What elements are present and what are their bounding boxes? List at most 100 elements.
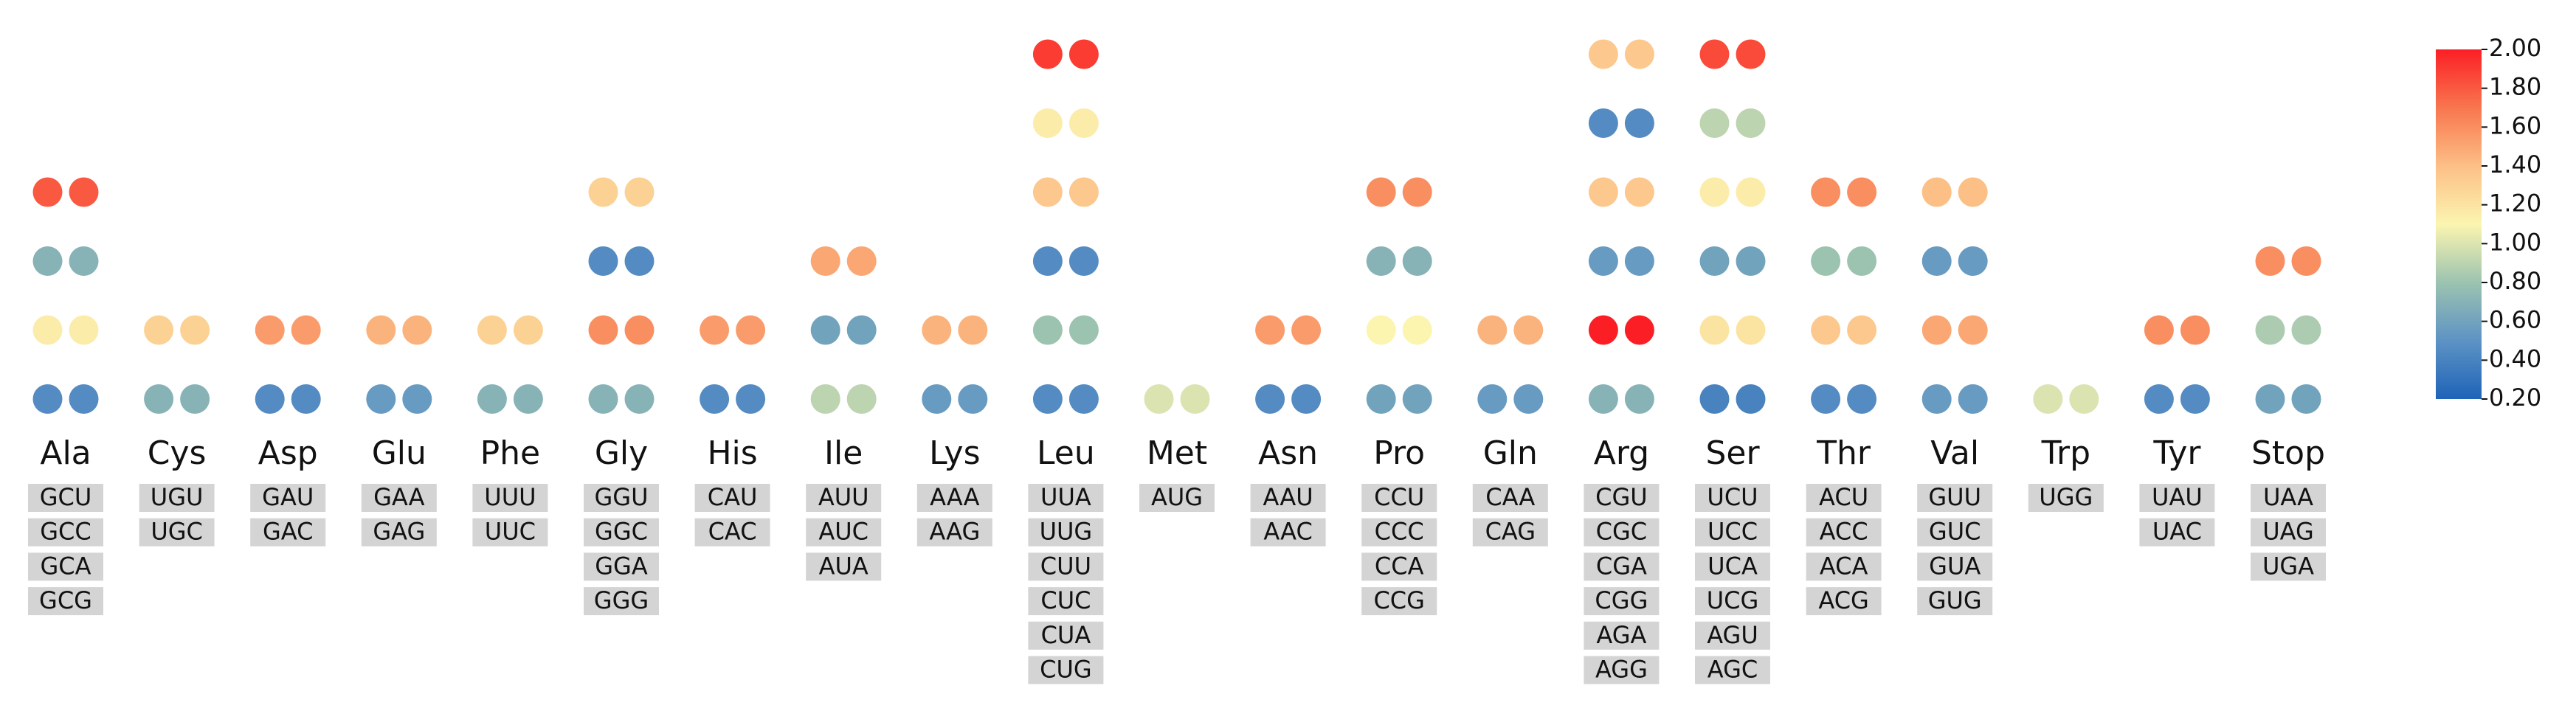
codon-box — [1806, 518, 1882, 547]
rscu-dot — [2033, 384, 2063, 414]
codon-label: GAU — [262, 483, 314, 511]
codon-box — [916, 518, 992, 547]
rscu-dot — [958, 384, 988, 414]
rscu-dot — [1847, 177, 1877, 207]
codon-label: AAA — [930, 483, 980, 511]
codon-label: AGA — [1596, 621, 1646, 649]
amino-acid-label: Ala — [40, 434, 91, 472]
rscu-dot — [1588, 108, 1618, 138]
amino-acid-label: Ile — [824, 434, 863, 472]
rscu-dot — [180, 384, 210, 414]
codon-label: CCG — [1373, 586, 1424, 614]
rscu-dot — [1921, 384, 1952, 414]
codon-box — [1806, 484, 1882, 512]
rscu-dot — [1736, 315, 1766, 345]
colorbar — [2436, 49, 2482, 399]
codon-box — [2251, 518, 2326, 547]
rscu-dot — [1255, 315, 1285, 345]
rscu-dot — [922, 384, 952, 414]
rscu-dot — [1699, 39, 1730, 69]
amino-acid-label: Trp — [2041, 434, 2090, 472]
codon-box — [472, 518, 548, 547]
codon-box — [1584, 621, 1660, 650]
codon-label: AAU — [1263, 483, 1313, 511]
codon-label: UGG — [2039, 483, 2093, 511]
codon-box — [1695, 656, 1770, 684]
codon-label: CCC — [1375, 518, 1424, 546]
rscu-dot — [2144, 384, 2174, 414]
rscu-dot — [69, 246, 99, 276]
rscu-dot — [1699, 315, 1730, 345]
rscu-dot — [1736, 39, 1766, 69]
amino-acid-label: Stop — [2251, 434, 2325, 472]
codon-box — [1917, 552, 1993, 581]
rscu-dot — [624, 177, 655, 207]
amino-acid-label: Gln — [1483, 434, 1538, 472]
amino-acid-label: Ser — [1705, 434, 1760, 472]
rscu-dot — [255, 384, 285, 414]
codon-box — [1695, 484, 1770, 512]
codon-box — [1695, 518, 1770, 547]
colorbar-tick-label: 1.40 — [2489, 150, 2541, 178]
rscu-dot — [1624, 246, 1654, 276]
codon-label: GUC — [1929, 518, 1981, 546]
rscu-dot — [1624, 39, 1654, 69]
codon-label: UCC — [1707, 518, 1758, 546]
rscu-dot — [402, 384, 432, 414]
amino-acid-label: Phe — [480, 434, 541, 472]
codon-label: GUA — [1929, 552, 1981, 580]
rscu-dot — [1847, 315, 1877, 345]
amino-acid-label: Asp — [258, 434, 318, 472]
codon-box — [1584, 656, 1660, 684]
rscu-dot — [810, 315, 840, 345]
codon-box — [1472, 484, 1548, 512]
rscu-dot — [2291, 246, 2321, 276]
codon-label: UGU — [151, 483, 204, 511]
codon-box — [2028, 484, 2104, 512]
codon-label: UUU — [484, 483, 536, 511]
codon-box — [806, 484, 882, 512]
amino-acid-label: Asn — [1258, 434, 1318, 472]
rscu-dot — [1068, 246, 1099, 276]
rscu-dot — [2180, 315, 2210, 345]
codon-box — [1584, 518, 1660, 547]
rscu-dot — [1811, 246, 1841, 276]
codon-label: AGG — [1595, 656, 1648, 684]
codon-label: AUC — [818, 518, 869, 546]
rscu-dot — [255, 315, 285, 345]
rscu-dot — [1736, 384, 1766, 414]
colorbar-tick-label: 1.20 — [2489, 190, 2541, 218]
codon-label: CCU — [1374, 483, 1424, 511]
rscu-dot — [1032, 315, 1063, 345]
rscu-dot — [2144, 315, 2174, 345]
rscu-dot — [1588, 384, 1618, 414]
codon-box — [139, 518, 215, 547]
codon-box — [250, 518, 326, 547]
rscu-dot — [1068, 315, 1099, 345]
codon-label: UAC — [2152, 518, 2202, 546]
codon-label: GCU — [40, 483, 92, 511]
colorbar-tick-label: 1.00 — [2489, 228, 2541, 256]
rscu-dot — [1477, 315, 1508, 345]
amino-acid-label: Pro — [1373, 434, 1425, 472]
codon-box — [1695, 621, 1770, 650]
codon-box — [694, 484, 770, 512]
rscu-dot — [810, 246, 840, 276]
codon-label: CAA — [1485, 483, 1535, 511]
rscu-dot — [1624, 177, 1654, 207]
codon-box — [361, 518, 437, 547]
rscu-dot — [588, 384, 618, 414]
rscu-dot — [588, 246, 618, 276]
codon-label: GAA — [373, 483, 425, 511]
amino-acid-label: Gly — [595, 434, 648, 472]
amino-acid-label: Lys — [929, 434, 980, 472]
codon-label: UCA — [1707, 552, 1758, 580]
rscu-dot — [700, 384, 730, 414]
rscu-dot — [922, 315, 952, 345]
codon-box — [1028, 518, 1104, 547]
rscu-dot — [1958, 384, 1988, 414]
codon-label: GAG — [373, 518, 425, 546]
codon-box — [1584, 552, 1660, 581]
rscu-dot — [1477, 384, 1508, 414]
